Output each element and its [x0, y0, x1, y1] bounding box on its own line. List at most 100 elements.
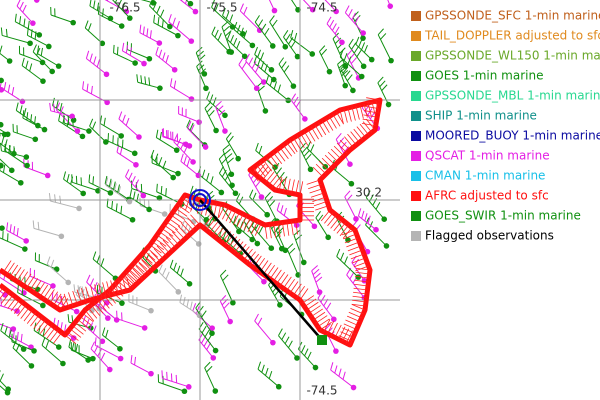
barb-feather — [89, 0, 92, 7]
barb-feather — [361, 42, 366, 51]
barb-dot — [119, 300, 125, 306]
barb-feather — [6, 222, 9, 231]
barb-feather — [254, 313, 259, 322]
barb-dot — [117, 355, 124, 362]
barb-feather — [25, 60, 29, 69]
wind-barb — [315, 211, 331, 241]
barb-feather — [251, 61, 257, 69]
wind-barb — [357, 208, 379, 233]
track-barb — [299, 181, 304, 196]
barb-dot — [339, 39, 345, 46]
track-barb — [354, 279, 369, 283]
track-barb — [324, 154, 336, 166]
barb-feather — [67, 314, 70, 323]
barb-feather — [258, 145, 263, 154]
wind-barb — [326, 16, 345, 46]
barb-dot — [150, 0, 157, 6]
track-barb — [39, 284, 49, 297]
barb-feather — [165, 271, 170, 280]
barb-feather — [211, 0, 215, 8]
track-barb — [249, 169, 259, 182]
barb-shaft — [140, 0, 154, 4]
barb-feather — [19, 1, 24, 10]
track-barb — [325, 118, 334, 131]
wind-barb — [136, 74, 163, 91]
barb-feather — [134, 179, 140, 188]
wind-barb — [71, 174, 101, 194]
track-barb — [307, 129, 316, 142]
track-barb — [3, 260, 12, 273]
wind-barb — [168, 14, 195, 44]
wind-barb — [113, 44, 138, 66]
lon-label: -74.5 — [306, 1, 337, 15]
wind-barb — [268, 0, 278, 14]
track-barb — [321, 157, 333, 169]
track-barb — [359, 104, 364, 119]
wind-barb — [34, 252, 60, 273]
track-barb — [345, 319, 359, 326]
barb-feather — [85, 319, 90, 327]
barb-feather — [36, 47, 41, 56]
track-barb — [133, 262, 145, 273]
track-barb — [69, 328, 82, 338]
barb-feather — [15, 102, 19, 111]
barb-dot — [387, 3, 394, 9]
track-barb — [353, 261, 368, 268]
barb-shaft — [0, 305, 18, 312]
barb-dot — [241, 53, 248, 60]
track-barb — [349, 332, 357, 346]
barb-feather — [3, 82, 7, 91]
track-barb — [321, 120, 330, 133]
barb-feather — [108, 178, 112, 187]
legend-panel — [400, 0, 600, 400]
barb-feather — [158, 49, 163, 58]
barb-feather — [190, 124, 195, 132]
barb-feather — [264, 191, 271, 199]
track-barb — [351, 304, 366, 311]
wind-barb — [128, 293, 154, 314]
barb-dot — [140, 192, 147, 199]
track-barb — [174, 228, 186, 240]
wind-barb — [278, 328, 300, 361]
legend-label: AFRC adjusted to sfc — [425, 189, 549, 203]
track-barb — [265, 171, 275, 183]
track-barb — [338, 326, 346, 340]
barb-shaft — [0, 380, 9, 390]
track-barb — [341, 229, 356, 236]
barb-feather — [96, 2, 100, 11]
barb-dot — [264, 211, 270, 218]
track-barb — [139, 256, 151, 267]
track-barb — [295, 180, 299, 195]
barb-feather — [326, 16, 332, 25]
barb-dot — [0, 121, 4, 128]
barb-feather — [113, 181, 116, 190]
barb-feather — [55, 100, 59, 109]
barb-dot — [103, 71, 110, 78]
barb-dot — [188, 38, 195, 44]
barb-feather — [283, 30, 289, 38]
barb-dot — [156, 195, 163, 201]
barb-feather — [206, 365, 213, 373]
barb-dot — [136, 134, 142, 140]
barb-feather — [305, 153, 312, 161]
track-barb — [324, 212, 334, 224]
barb-shaft — [0, 128, 8, 135]
barb-feather — [301, 345, 306, 353]
barb-feather — [332, 32, 339, 40]
barb-dot — [141, 325, 148, 331]
barb-feather — [284, 336, 290, 344]
barb-dot — [49, 68, 55, 75]
barb-feather — [252, 192, 257, 201]
barb-dot — [167, 23, 173, 30]
barb-feather — [315, 276, 323, 283]
legend-swatch — [411, 51, 421, 61]
track-barb — [159, 242, 170, 254]
wind-barb — [219, 269, 236, 306]
barb-feather — [160, 9, 165, 18]
barb-feather — [105, 177, 109, 186]
track-barb — [286, 221, 290, 236]
barb-feather — [353, 258, 359, 267]
barb-shaft — [324, 0, 337, 12]
wind-barb — [351, 255, 368, 284]
legend-label: TAIL_DOPPLER adjusted to sfc — [424, 29, 600, 43]
